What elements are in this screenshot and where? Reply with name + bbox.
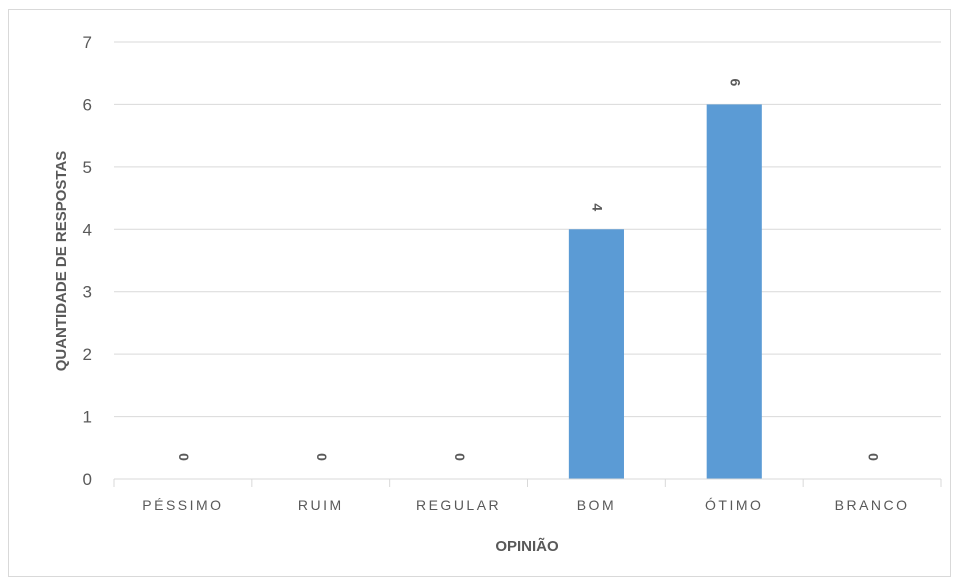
x-tick-labels: PÉSSIMO RUIM REGULAR BOM ÓTIMO BRANCO bbox=[142, 497, 910, 513]
y-tick-label-4: 4 bbox=[83, 220, 92, 239]
data-label-regular: 0 bbox=[452, 453, 468, 461]
y-tick-label-5: 5 bbox=[83, 158, 92, 177]
y-tick-labels: 0 1 2 3 4 5 6 7 bbox=[83, 33, 92, 489]
y-tick-label-1: 1 bbox=[83, 408, 92, 427]
data-label-ótimo: 6 bbox=[728, 79, 744, 87]
data-label-ruim: 0 bbox=[314, 453, 330, 461]
gridlines bbox=[114, 41, 941, 418]
bars bbox=[568, 104, 762, 479]
axes bbox=[113, 478, 942, 487]
x-axis-title: OPINIÃO bbox=[495, 537, 559, 555]
data-label-bom: 4 bbox=[590, 203, 606, 211]
x-tick-label-bom: BOM bbox=[577, 497, 616, 513]
x-tick-label-branco: BRANCO bbox=[835, 497, 910, 513]
x-tick-label-ótimo: ÓTIMO bbox=[705, 497, 763, 513]
data-labels: 0 0 0 4 6 0 bbox=[176, 79, 881, 462]
y-tick-label-7: 7 bbox=[83, 33, 92, 52]
y-tick-label-3: 3 bbox=[83, 283, 92, 302]
y-axis-title: QUANTIDADE DE RESPOSTAS bbox=[53, 151, 70, 372]
x-tick-label-péssimo: PÉSSIMO bbox=[142, 497, 223, 513]
y-tick-label-6: 6 bbox=[83, 95, 92, 114]
x-tick-label-ruim: RUIM bbox=[298, 497, 344, 513]
y-tick-label-0: 0 bbox=[83, 470, 92, 489]
y-tick-label-2: 2 bbox=[83, 345, 92, 364]
data-label-péssimo: 0 bbox=[176, 453, 192, 461]
x-tick-label-regular: REGULAR bbox=[416, 497, 501, 513]
chart-frame bbox=[8, 9, 951, 577]
data-label-branco: 0 bbox=[865, 453, 881, 461]
bar-ótimo bbox=[706, 104, 762, 479]
bar-bom bbox=[568, 229, 624, 479]
